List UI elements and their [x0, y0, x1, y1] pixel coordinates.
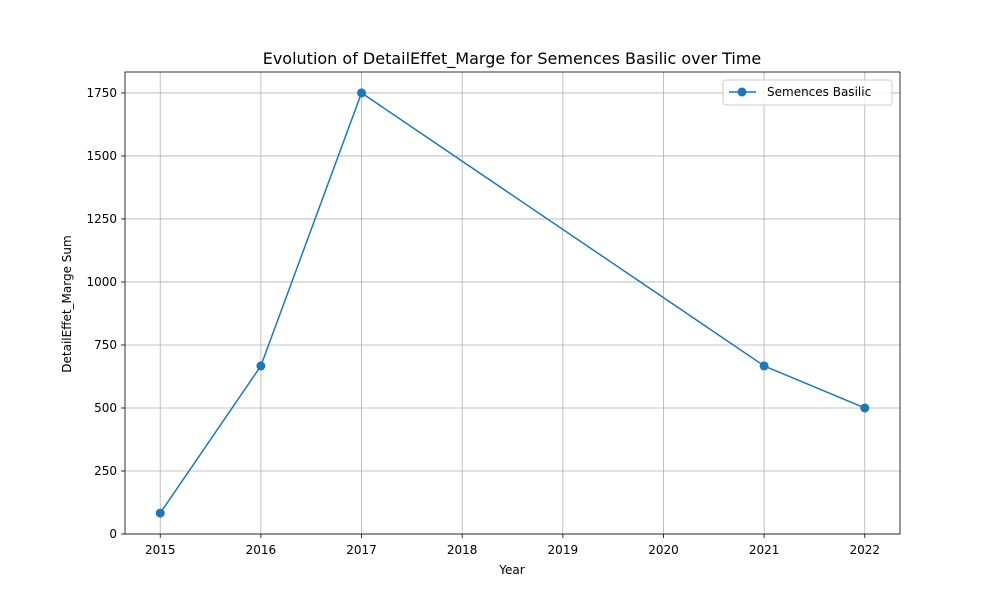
- y-tick-label: 750: [94, 338, 117, 352]
- legend: Semences Basilic: [722, 79, 893, 106]
- y-tick-label: 250: [94, 464, 117, 478]
- y-tick-label: 0: [109, 527, 117, 541]
- legend-label: Semences Basilic: [767, 85, 871, 99]
- series-layer: [155, 88, 870, 518]
- y-tick-label: 1750: [86, 86, 117, 100]
- x-tick-label: 2017: [346, 543, 377, 557]
- y-tick-label: 500: [94, 401, 117, 415]
- data-point: [860, 403, 870, 413]
- data-point: [759, 361, 769, 371]
- x-tick-label: 2019: [548, 543, 579, 557]
- x-tick-label: 2021: [749, 543, 780, 557]
- x-tick-label: 2016: [246, 543, 277, 557]
- x-tick-label: 2018: [447, 543, 478, 557]
- y-tick-label: 1000: [86, 275, 117, 289]
- data-point: [357, 88, 367, 98]
- legend-frame: [722, 79, 893, 106]
- data-point: [155, 508, 165, 518]
- legend-marker: [737, 87, 747, 97]
- axes-frame: [124, 71, 901, 535]
- x-axis-label: Year: [498, 563, 524, 577]
- ticks: 2015 2016 2017 2018 2019 2020 2021 2022 0 250 500 7…: [86, 86, 880, 557]
- y-tick-label: 1500: [86, 149, 117, 163]
- y-axis-label: DetailEffet_Marge Sum: [60, 235, 74, 372]
- x-tick-label: 2020: [648, 543, 679, 557]
- x-tick-label: 2022: [849, 543, 880, 557]
- chart-title: Evolution of DetailEffet_Marge for Semen…: [263, 49, 762, 69]
- y-tick-label: 1250: [86, 212, 117, 226]
- x-tick-label: 2015: [145, 543, 176, 557]
- data-point: [256, 361, 266, 371]
- axes: [124, 71, 901, 535]
